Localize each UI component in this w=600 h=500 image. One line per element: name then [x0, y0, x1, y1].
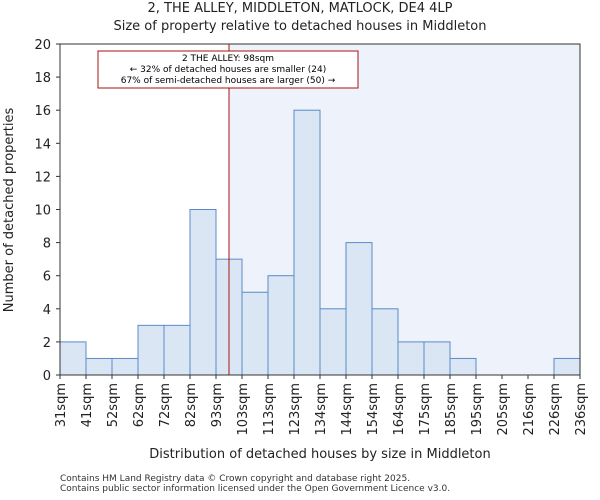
bar — [423, 341, 451, 376]
x-tick-label: 195sqm — [470, 383, 485, 436]
annotation-border — [97, 50, 359, 89]
y-tick-label: 4 — [43, 303, 51, 318]
y-tick-label: 20 — [34, 38, 51, 53]
x-tick-label: 103sqm — [236, 383, 251, 436]
footer-licence: Contains public sector information licen… — [60, 484, 451, 494]
x-tick-label: 31sqm — [54, 383, 69, 427]
x-tick-label: 205sqm — [496, 383, 511, 436]
bar — [85, 357, 113, 376]
bar — [553, 357, 581, 376]
y-tick-label: 18 — [34, 71, 51, 86]
x-tick-label: 113sqm — [262, 383, 277, 436]
y-tick-label: 0 — [43, 369, 51, 384]
x-axis-ticks: 31sqm 41sqm 52sqm 62sqm 72sqm 82sqm 93sqm 103sq… — [54, 375, 589, 436]
bar — [111, 357, 139, 376]
bar — [371, 308, 399, 376]
x-tick-label: 226sqm — [548, 383, 563, 436]
bar — [189, 209, 217, 376]
bar — [241, 291, 269, 376]
y-axis-label: Number of detached properties — [2, 108, 17, 313]
x-tick-label: 144sqm — [340, 383, 355, 436]
x-tick-label: 164sqm — [392, 383, 407, 436]
x-axis-label: Distribution of detached houses by size … — [149, 447, 490, 462]
x-tick-label: 52sqm — [106, 383, 121, 427]
y-tick-label: 2 — [43, 336, 51, 351]
bar — [319, 308, 347, 376]
y-tick-label: 8 — [43, 237, 51, 252]
y-tick-label: 14 — [34, 137, 51, 152]
bar — [59, 341, 87, 376]
y-tick-label: 6 — [43, 270, 51, 285]
chart-title-line1: 2, THE ALLEY, MIDDLETON, MATLOCK, DE4 4L… — [147, 1, 453, 16]
y-tick-label: 16 — [34, 104, 51, 119]
bars — [59, 109, 581, 376]
chart-title-line2: Size of property relative to detached ho… — [113, 19, 487, 34]
x-tick-label: 41sqm — [80, 383, 95, 427]
annotation-line2: ← 32% of detached houses are smaller (24… — [130, 65, 327, 75]
x-tick-label: 82sqm — [184, 383, 199, 427]
y-tick-label: 12 — [34, 170, 51, 185]
bar — [397, 341, 425, 376]
bar — [137, 324, 165, 376]
bar — [293, 109, 321, 376]
bar — [449, 357, 477, 376]
bar — [345, 242, 373, 376]
x-tick-label: 62sqm — [132, 383, 147, 427]
x-tick-label: 175sqm — [418, 383, 433, 436]
x-tick-label: 72sqm — [158, 383, 173, 427]
x-tick-label: 216sqm — [522, 383, 537, 436]
x-tick-label: 236sqm — [574, 383, 589, 436]
bar — [163, 324, 191, 376]
x-tick-label: 93sqm — [210, 383, 225, 427]
x-tick-label: 134sqm — [314, 383, 329, 436]
y-tick-label: 10 — [34, 204, 51, 219]
y-axis-ticks: 0 2 4 6 8 10 12 14 16 18 20 — [34, 38, 60, 384]
annotation-line1: 2 THE ALLEY: 98sqm — [182, 54, 274, 64]
footer-copyright: Contains HM Land Registry data © Crown c… — [60, 474, 411, 484]
x-tick-label: 123sqm — [288, 383, 303, 436]
x-tick-label: 154sqm — [366, 383, 381, 436]
annotation-box: 2 THE ALLEY: 98sqm ← 32% of detached hou… — [97, 50, 359, 89]
bar — [267, 275, 295, 376]
x-tick-label: 185sqm — [444, 383, 459, 436]
annotation-line3: 67% of semi-detached houses are larger (… — [121, 76, 336, 86]
plot-frame — [59, 43, 581, 376]
